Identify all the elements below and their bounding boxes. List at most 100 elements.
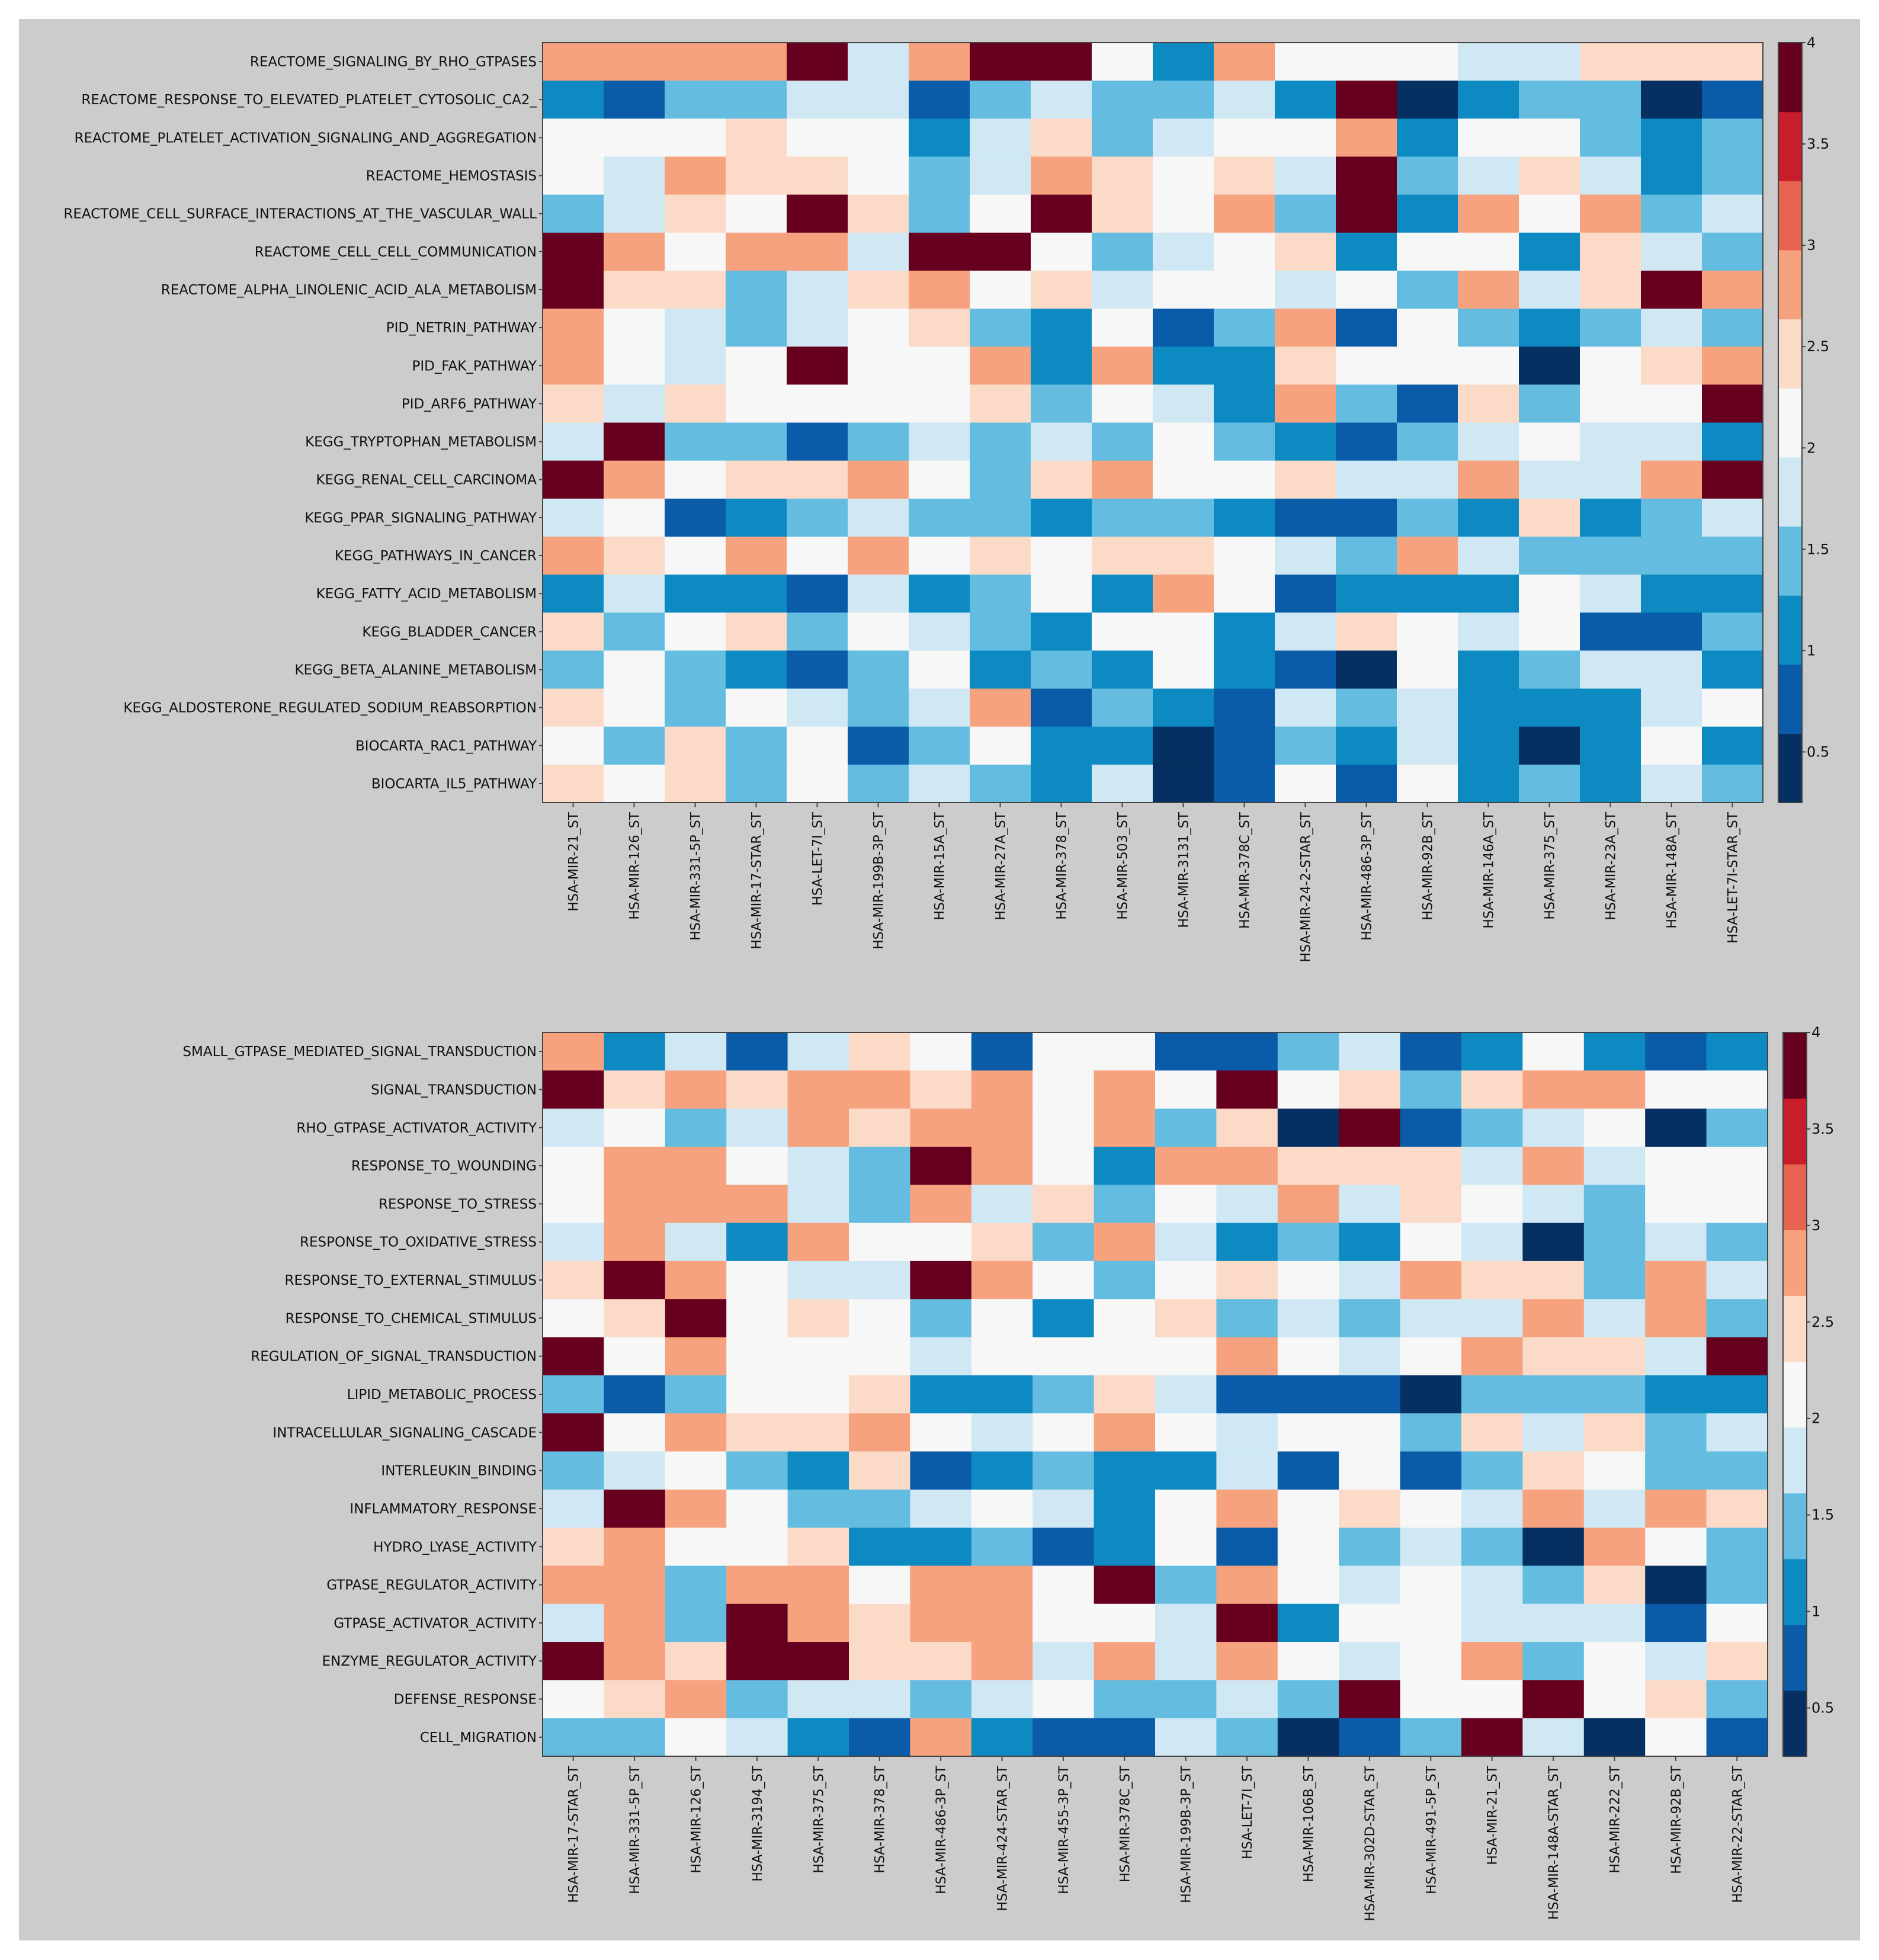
row-label: KEGG_TRYPTOPHAN_METABOLISM: [305, 435, 537, 450]
heatmap-cell: [970, 309, 1031, 347]
heatmap-cell: [1641, 612, 1702, 651]
heatmap-cell: [1033, 1718, 1095, 1757]
heatmap-cell: [1031, 536, 1092, 575]
heatmap-cell: [971, 1070, 1033, 1109]
heatmap-cell: [1583, 1680, 1646, 1719]
heatmap-cell: [1155, 1146, 1217, 1185]
heatmap-cell: [787, 1146, 849, 1185]
heatmap-cell: [971, 1413, 1033, 1452]
heatmap-cell: [1458, 460, 1519, 499]
heatmap-cell: [1645, 1413, 1707, 1452]
heatmap-cell: [604, 612, 665, 651]
column-label: HSA-MIR-486-3P_ST: [934, 1765, 949, 1894]
column-label: HSA-MIR-455-3P_ST: [1057, 1765, 1072, 1894]
colorbar-tick-label: 4: [1811, 1024, 1820, 1041]
heatmap-cell: [1706, 1260, 1768, 1300]
heatmap-cell: [910, 1680, 972, 1719]
heatmap-cell: [1155, 1528, 1217, 1567]
heatmap-cell: [604, 81, 665, 119]
heatmap-cell: [971, 1451, 1033, 1490]
colorbar-band: [1783, 1427, 1807, 1494]
heatmap-cell: [787, 43, 848, 81]
heatmap-cell: [543, 575, 604, 613]
heatmap-cell: [1216, 1451, 1278, 1490]
heatmap-cell: [1275, 156, 1336, 195]
heatmap-cell: [1033, 1680, 1095, 1719]
heatmap-cell: [1702, 688, 1763, 727]
heatmap-cell: [1275, 194, 1336, 233]
heatmap-cell: [971, 1032, 1033, 1071]
heatmap-cell: [726, 309, 787, 347]
heatmap-cell: [787, 384, 848, 424]
column-label: HSA-MIR-21_ST: [567, 811, 582, 911]
heatmap-cell: [1153, 726, 1214, 765]
heatmap-cell: [1216, 1603, 1278, 1643]
heatmap-cell: [1033, 1451, 1095, 1490]
heatmap-cell: [726, 347, 787, 385]
heatmap-cell: [665, 43, 726, 81]
heatmap-cell: [1645, 1489, 1707, 1528]
heatmap-cell: [909, 764, 970, 803]
heatmap-cell: [1031, 650, 1092, 689]
heatmap-cell: [1583, 1718, 1646, 1757]
heatmap-cell: [787, 156, 848, 195]
heatmap-cell: [849, 1223, 910, 1262]
column-label: HSA-MIR-92B_ST: [1669, 1765, 1684, 1874]
heatmap-cell: [1092, 422, 1153, 461]
colorbar-tick-label: 4: [1807, 34, 1816, 51]
heatmap-cell: [665, 81, 726, 119]
colorbar-band: [1783, 1164, 1807, 1230]
heatmap-cell: [1400, 1260, 1462, 1300]
heatmap-cell: [726, 1413, 788, 1452]
column-label: HSA-MIR-92B_ST: [1421, 811, 1436, 920]
heatmap-cell: [787, 1642, 849, 1680]
colorbar-tick-label: 1.5: [1807, 541, 1829, 557]
heatmap-cell: [1580, 726, 1641, 765]
heatmap-cell: [604, 726, 665, 765]
colorbar-tick-label: 1: [1807, 642, 1816, 659]
heatmap-cell: [1397, 309, 1458, 347]
heatmap-cell: [1580, 232, 1641, 271]
heatmap-cell: [1519, 232, 1580, 271]
column-label: HSA-MIR-17-STAR_ST: [750, 811, 765, 949]
heatmap-cell: [1275, 575, 1336, 613]
heatmap-cell: [1583, 1375, 1646, 1414]
heatmap-cell: [726, 1566, 788, 1605]
heatmap-cell: [1706, 1299, 1768, 1338]
heatmap-cell: [970, 650, 1031, 689]
heatmap-cell: [909, 384, 970, 424]
heatmap-cell: [543, 194, 604, 233]
heatmap-cell: [1216, 1185, 1278, 1224]
heatmap-cell: [665, 1299, 727, 1338]
heatmap-cell: [726, 1070, 788, 1109]
heatmap-cell: [910, 1146, 972, 1185]
heatmap-cell: [1214, 43, 1275, 81]
heatmap-cell: [849, 1451, 910, 1490]
heatmap-cell: [1397, 270, 1458, 309]
heatmap-cell: [1094, 1451, 1156, 1490]
heatmap-cell: [665, 1642, 727, 1680]
heatmap-cell: [1645, 1185, 1707, 1224]
heatmap-cell: [1522, 1032, 1585, 1071]
heatmap-cell: [1583, 1223, 1646, 1262]
heatmap-cell: [1336, 309, 1397, 347]
heatmap-cell: [1519, 270, 1580, 309]
heatmap-cell: [1706, 1451, 1768, 1490]
row-label: INFLAMMATORY_RESPONSE: [349, 1502, 537, 1517]
heatmap-cell: [1461, 1032, 1523, 1071]
colorbar-band: [1783, 1032, 1807, 1099]
heatmap-cell: [1031, 194, 1092, 233]
heatmap-cell: [1092, 347, 1153, 385]
heatmap-cell: [1336, 575, 1397, 613]
heatmap-cell: [1339, 1566, 1401, 1605]
colorbar-tick-label: 1: [1811, 1603, 1820, 1620]
colorbar-tick-label: 2: [1807, 440, 1816, 456]
heatmap-cell: [910, 1260, 972, 1300]
heatmap-cell: [848, 81, 909, 119]
heatmap-cell: [1033, 1566, 1095, 1605]
heatmap-cell: [1706, 1603, 1768, 1643]
heatmap-cell: [1214, 156, 1275, 195]
heatmap-cell: [543, 347, 604, 385]
heatmap-cell: [1400, 1185, 1462, 1224]
heatmap-cell: [1461, 1642, 1523, 1680]
